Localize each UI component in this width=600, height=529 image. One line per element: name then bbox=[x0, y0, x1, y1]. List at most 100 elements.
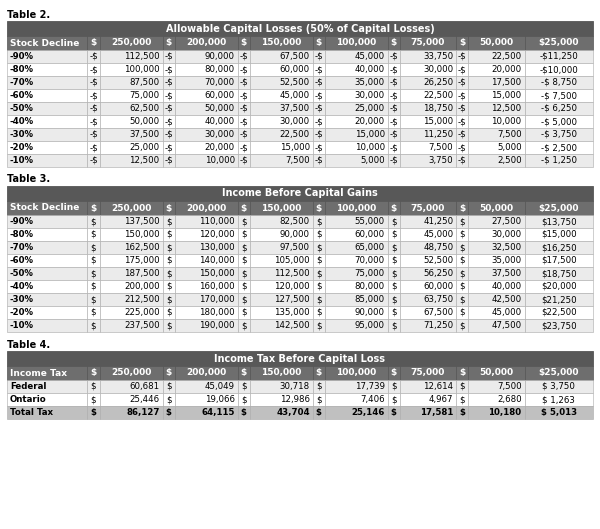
Text: 250,000: 250,000 bbox=[111, 369, 151, 378]
Text: 42,500: 42,500 bbox=[491, 295, 521, 304]
Text: $: $ bbox=[316, 382, 322, 391]
Text: $: $ bbox=[316, 369, 322, 378]
Bar bbox=[88, 50, 100, 63]
Text: $: $ bbox=[241, 308, 247, 317]
Text: -$: -$ bbox=[239, 117, 248, 126]
Bar bbox=[313, 141, 325, 154]
Bar bbox=[250, 63, 313, 76]
Bar bbox=[468, 241, 524, 254]
Text: -40%: -40% bbox=[10, 282, 34, 291]
Text: 52,500: 52,500 bbox=[280, 78, 310, 87]
Text: 100,000: 100,000 bbox=[336, 39, 376, 48]
Text: $: $ bbox=[391, 395, 397, 404]
Bar bbox=[313, 293, 325, 306]
Bar bbox=[88, 115, 100, 128]
Text: $: $ bbox=[316, 295, 322, 304]
Bar bbox=[325, 319, 388, 332]
Text: 120,000: 120,000 bbox=[199, 230, 235, 239]
Bar bbox=[100, 76, 163, 89]
Text: -$11,250: -$11,250 bbox=[539, 52, 578, 61]
Bar bbox=[325, 89, 388, 102]
Bar bbox=[163, 115, 175, 128]
Text: $: $ bbox=[166, 369, 172, 378]
Text: 7,500: 7,500 bbox=[285, 156, 310, 165]
Text: $: $ bbox=[241, 282, 247, 291]
Bar bbox=[88, 76, 100, 89]
Bar bbox=[100, 293, 163, 306]
Text: -$: -$ bbox=[458, 78, 467, 87]
Text: 140,000: 140,000 bbox=[199, 256, 235, 265]
Bar bbox=[100, 241, 163, 254]
Text: $: $ bbox=[460, 321, 465, 330]
Bar bbox=[250, 215, 313, 228]
Text: 250,000: 250,000 bbox=[111, 204, 151, 213]
Bar bbox=[325, 306, 388, 319]
Text: $: $ bbox=[241, 204, 247, 213]
Text: -$: -$ bbox=[89, 117, 98, 126]
Bar bbox=[7, 215, 88, 228]
Text: 17,581: 17,581 bbox=[420, 408, 453, 417]
Text: $: $ bbox=[241, 243, 247, 252]
Text: 55,000: 55,000 bbox=[355, 217, 385, 226]
Bar bbox=[468, 128, 524, 141]
Bar bbox=[468, 228, 524, 241]
Text: 30,000: 30,000 bbox=[491, 230, 521, 239]
Text: 90,000: 90,000 bbox=[205, 52, 235, 61]
Text: 85,000: 85,000 bbox=[355, 295, 385, 304]
Text: 60,000: 60,000 bbox=[423, 282, 453, 291]
Text: -$10,000: -$10,000 bbox=[539, 65, 578, 74]
Text: 25,446: 25,446 bbox=[130, 395, 160, 404]
Bar bbox=[388, 201, 400, 215]
Bar bbox=[456, 406, 468, 419]
Bar bbox=[238, 89, 250, 102]
Text: $: $ bbox=[91, 256, 96, 265]
Text: -$: -$ bbox=[239, 156, 248, 165]
Text: $: $ bbox=[460, 256, 465, 265]
Text: Total Tax: Total Tax bbox=[10, 408, 53, 417]
Bar bbox=[88, 63, 100, 76]
Bar bbox=[238, 380, 250, 393]
Text: 20,000: 20,000 bbox=[491, 65, 521, 74]
Text: 60,000: 60,000 bbox=[355, 230, 385, 239]
Text: $: $ bbox=[91, 243, 96, 252]
Bar bbox=[163, 102, 175, 115]
Text: $: $ bbox=[91, 230, 96, 239]
Bar bbox=[7, 319, 88, 332]
Bar bbox=[7, 241, 88, 254]
Bar bbox=[100, 201, 163, 215]
Bar bbox=[88, 254, 100, 267]
Text: -10%: -10% bbox=[10, 321, 34, 330]
Bar bbox=[524, 280, 593, 293]
Text: $: $ bbox=[241, 321, 247, 330]
Text: -$: -$ bbox=[89, 130, 98, 139]
Text: -$: -$ bbox=[458, 130, 467, 139]
Bar bbox=[163, 154, 175, 167]
Text: $: $ bbox=[391, 295, 397, 304]
Text: $: $ bbox=[166, 321, 172, 330]
Bar bbox=[88, 380, 100, 393]
Bar bbox=[313, 228, 325, 241]
Text: $: $ bbox=[166, 408, 172, 417]
Bar bbox=[238, 115, 250, 128]
Bar bbox=[175, 380, 238, 393]
Bar bbox=[313, 393, 325, 406]
Bar bbox=[100, 154, 163, 167]
Text: -10%: -10% bbox=[10, 156, 34, 165]
Bar bbox=[163, 63, 175, 76]
Bar bbox=[250, 380, 313, 393]
Text: 7,500: 7,500 bbox=[428, 143, 453, 152]
Bar bbox=[250, 366, 313, 380]
Bar bbox=[524, 228, 593, 241]
Bar bbox=[400, 380, 456, 393]
Bar bbox=[100, 366, 163, 380]
Bar bbox=[250, 128, 313, 141]
Text: $: $ bbox=[460, 395, 465, 404]
Text: 67,500: 67,500 bbox=[423, 308, 453, 317]
Text: 25,146: 25,146 bbox=[352, 408, 385, 417]
Bar bbox=[88, 102, 100, 115]
Bar bbox=[7, 186, 593, 201]
Text: 45,000: 45,000 bbox=[491, 308, 521, 317]
Text: $17,500: $17,500 bbox=[541, 256, 577, 265]
Bar bbox=[313, 254, 325, 267]
Text: 45,049: 45,049 bbox=[205, 382, 235, 391]
